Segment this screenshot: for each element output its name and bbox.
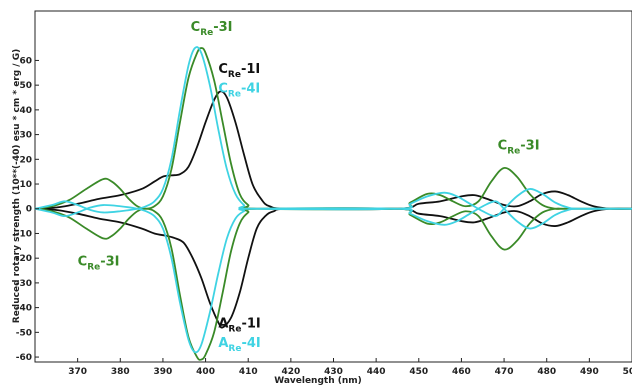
y-tick-label-5: -10: [16, 229, 32, 239]
x-tick-label-4: 410: [239, 367, 258, 377]
series-annotation-3: CRe-3I: [498, 138, 540, 156]
annotation-layer: CRe-3I CRe-1I CRe-4I CRe-3I CRe-3I ARe-1I ARe-…: [78, 20, 540, 354]
y-tick-label-6: 0: [26, 205, 32, 215]
y-tick-label-1: -50: [16, 328, 32, 338]
y-tick-label-3: -30: [16, 279, 32, 289]
y-tick-label-0: -60: [16, 353, 32, 363]
series-line-1: [34, 207, 632, 329]
x-tick-label-7: 440: [367, 367, 386, 377]
x-axis-title: Wavelength (nm): [274, 376, 362, 386]
y-tick-label-4: -20: [16, 254, 32, 264]
tick-layer: 370 380 390 400 410 420 430 440 450 460 470 480 490 5…: [16, 56, 632, 377]
x-tick-label-2: 390: [154, 367, 173, 377]
series-annotation-4: CRe-3I: [78, 255, 120, 273]
x-tick-label-9: 460: [452, 367, 471, 377]
y-tick-label-8: 20: [19, 155, 32, 165]
y-tick-label-9: 30: [19, 131, 32, 141]
series-layer: [34, 46, 632, 361]
x-tick-label-8: 450: [409, 367, 428, 377]
series-annotation-6: ARe-4I: [218, 336, 260, 354]
series-annotation-0: CRe-3I: [191, 20, 233, 38]
y-tick-label-11: 50: [19, 81, 32, 91]
y-tick-label-12: 60: [19, 56, 32, 66]
series-line-2: [34, 47, 632, 211]
y-axis-title: Reduced rotary strength (10**(-40) esu *…: [12, 49, 22, 323]
y-tick-label-7: 10: [19, 180, 32, 190]
x-tick-label-10: 470: [495, 367, 514, 377]
series-annotation-5: ARe-1I: [218, 316, 260, 334]
x-tick-label-13: 500: [623, 367, 632, 377]
series-line-5: [34, 200, 632, 354]
y-tick-label-2: -40: [16, 304, 32, 314]
x-tick-label-3: 400: [196, 367, 215, 377]
series-annotation-2: CRe-4I: [218, 82, 260, 100]
series-line-3: [34, 207, 632, 361]
x-tick-label-1: 380: [111, 367, 130, 377]
series-annotation-1: CRe-1I: [218, 62, 260, 80]
x-tick-label-11: 480: [537, 367, 556, 377]
x-tick-label-6: 430: [324, 367, 343, 377]
x-tick-label-5: 420: [281, 367, 300, 377]
y-tick-label-10: 40: [19, 106, 32, 116]
x-tick-label-0: 370: [68, 367, 87, 377]
plot-frame: [34, 10, 632, 363]
x-tick-label-12: 490: [580, 367, 599, 377]
series-line-4: [34, 46, 632, 218]
series-line-0: [34, 90, 632, 211]
